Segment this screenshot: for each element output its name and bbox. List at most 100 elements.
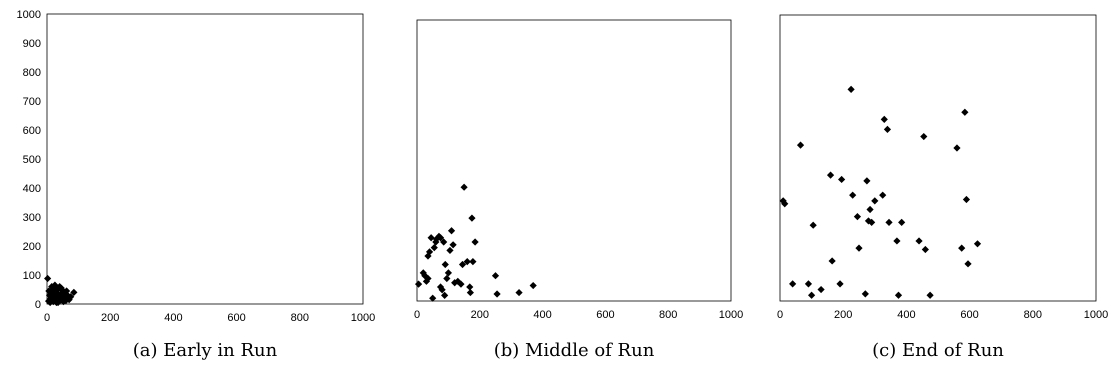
data-point bbox=[893, 237, 901, 245]
x-tick-label: 1000 bbox=[351, 312, 375, 324]
data-point bbox=[493, 290, 501, 298]
plot-frame bbox=[779, 14, 1097, 302]
x-tick-label: 200 bbox=[834, 309, 852, 321]
data-point bbox=[796, 141, 805, 149]
panel-b: 0 200 400 600 800 1000 (b) Middle of Run bbox=[414, 19, 743, 361]
x-tick-label: 400 bbox=[164, 312, 182, 324]
y-tick-label: 400 bbox=[23, 183, 41, 195]
data-point bbox=[849, 191, 857, 199]
x-tick-label: 400 bbox=[533, 309, 551, 321]
data-point bbox=[808, 291, 816, 299]
data-point bbox=[430, 244, 438, 252]
data-point bbox=[57, 284, 65, 292]
data-point bbox=[871, 197, 879, 205]
data-point bbox=[853, 213, 862, 221]
data-point bbox=[809, 221, 817, 229]
data-point bbox=[63, 291, 72, 299]
data-point bbox=[466, 283, 474, 291]
data-point bbox=[468, 214, 476, 222]
data-point bbox=[779, 197, 787, 205]
x-tick-label: 600 bbox=[596, 309, 614, 321]
data-point bbox=[432, 235, 441, 243]
data-point bbox=[863, 177, 871, 185]
y-tick-label: 200 bbox=[23, 241, 41, 253]
data-point bbox=[961, 108, 969, 116]
y-tick-label: 0 bbox=[35, 299, 41, 311]
data-point bbox=[53, 295, 61, 303]
data-point bbox=[443, 274, 451, 283]
data-point bbox=[828, 257, 836, 265]
data-point bbox=[926, 291, 934, 299]
data-point bbox=[471, 238, 479, 246]
y-tick-label: 700 bbox=[23, 96, 41, 108]
data-point bbox=[45, 287, 53, 295]
data-point bbox=[446, 246, 454, 255]
data-point bbox=[441, 260, 449, 269]
data-point bbox=[894, 291, 903, 299]
x-tick-label: 0 bbox=[777, 309, 783, 321]
data-point bbox=[424, 274, 432, 283]
data-point bbox=[60, 288, 68, 296]
data-point bbox=[804, 280, 813, 288]
data-point bbox=[421, 272, 429, 280]
x-tick-label: 800 bbox=[291, 312, 309, 324]
data-point bbox=[883, 125, 892, 133]
data-point bbox=[958, 244, 966, 252]
data-point bbox=[529, 281, 537, 290]
data-point bbox=[953, 144, 961, 152]
data-point bbox=[54, 298, 62, 307]
data-point bbox=[817, 285, 825, 294]
x-tick-label: 800 bbox=[659, 309, 677, 321]
data-point bbox=[457, 280, 465, 288]
subfigure-caption: (c) End of Run bbox=[872, 340, 1004, 361]
x-tick-label: 1000 bbox=[719, 309, 743, 321]
data-point bbox=[838, 175, 846, 184]
data-point bbox=[414, 280, 423, 288]
x-tick-label: 200 bbox=[101, 312, 119, 324]
subfigure-caption: (a) Early in Run bbox=[133, 340, 278, 361]
data-point bbox=[429, 294, 437, 302]
data-point bbox=[973, 240, 982, 248]
data-point bbox=[920, 132, 928, 141]
data-point bbox=[48, 283, 56, 291]
data-point bbox=[449, 241, 457, 249]
data-point bbox=[880, 115, 888, 123]
plot-frame bbox=[46, 13, 364, 305]
data-point bbox=[466, 288, 474, 297]
data-point bbox=[52, 288, 60, 296]
x-tick-label: 600 bbox=[227, 312, 245, 324]
data-point bbox=[460, 183, 468, 191]
data-point bbox=[469, 258, 477, 266]
data-point bbox=[864, 217, 873, 225]
y-tick-label: 800 bbox=[23, 67, 41, 79]
data-point bbox=[868, 218, 876, 226]
data-point bbox=[781, 200, 789, 208]
data-point bbox=[836, 280, 844, 288]
data-point bbox=[441, 291, 449, 299]
data-point bbox=[436, 234, 445, 242]
y-tick-label: 1000 bbox=[17, 9, 41, 21]
data-point bbox=[436, 283, 445, 291]
data-point bbox=[67, 293, 75, 301]
x-tick-label: 400 bbox=[897, 309, 915, 321]
x-tick-label: 1000 bbox=[1084, 309, 1108, 321]
data-point bbox=[463, 258, 471, 266]
data-point bbox=[789, 280, 797, 288]
data-point bbox=[879, 191, 887, 199]
data-point bbox=[855, 244, 863, 252]
data-point bbox=[51, 281, 59, 289]
data-point bbox=[964, 260, 972, 268]
data-point bbox=[458, 260, 467, 269]
data-point bbox=[44, 274, 52, 283]
data-point bbox=[49, 290, 57, 298]
data-point bbox=[62, 287, 71, 295]
data-point bbox=[962, 195, 971, 204]
data-point bbox=[515, 288, 523, 297]
x-tick-label: 0 bbox=[44, 312, 50, 324]
data-point bbox=[847, 85, 855, 93]
data-point bbox=[444, 269, 452, 277]
data-point bbox=[57, 290, 65, 298]
data-point bbox=[425, 248, 434, 256]
data-point bbox=[440, 238, 448, 246]
